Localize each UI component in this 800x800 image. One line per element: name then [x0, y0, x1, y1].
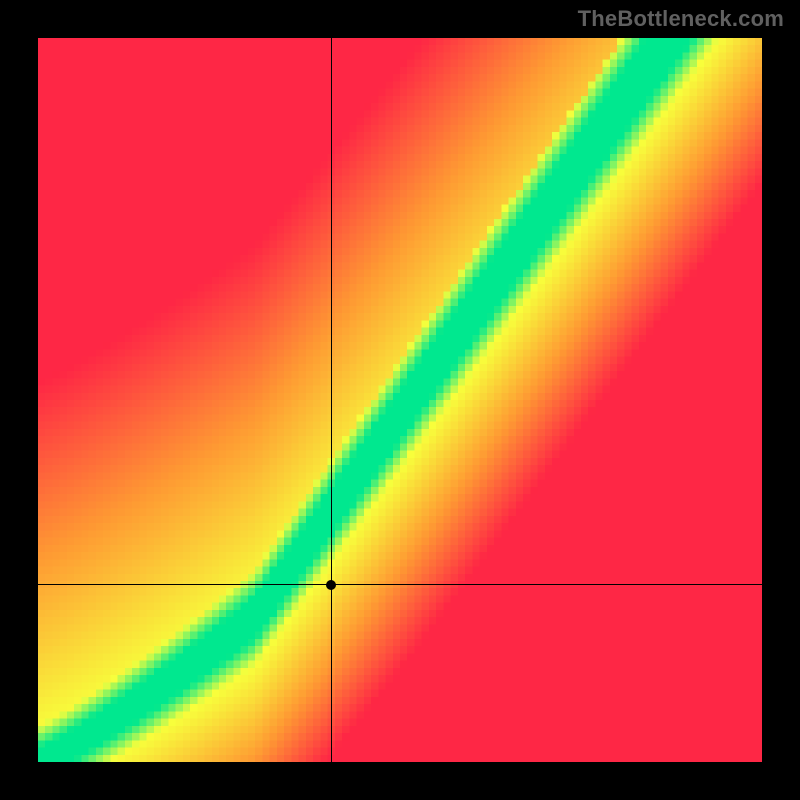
- crosshair-horizontal: [38, 584, 762, 585]
- watermark-text: TheBottleneck.com: [578, 6, 784, 32]
- heatmap-plot: [38, 38, 762, 762]
- heatmap-canvas: [38, 38, 762, 762]
- crosshair-vertical: [331, 38, 332, 762]
- crosshair-marker: [326, 580, 336, 590]
